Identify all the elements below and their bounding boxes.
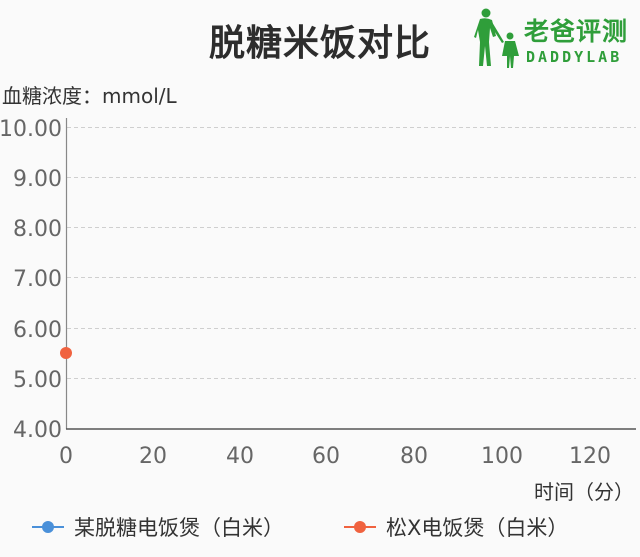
x-tick: 80 (400, 444, 428, 469)
legend: 某脱糖电饭煲（白米） 松X电饭煲（白米） (0, 512, 640, 544)
daddylab-logo: 老爸评测 DADDYLAB (474, 8, 634, 70)
x-tick: 60 (312, 444, 340, 469)
legend-marker-icon (32, 520, 64, 534)
logo-text-en: DADDYLAB (526, 48, 623, 66)
father-daughter-silhouette-icon (474, 8, 519, 68)
y-tick: 4.00 (13, 418, 62, 443)
y-axis-label: 血糖浓度：mmol/L (2, 84, 177, 108)
x-tick: 20 (139, 444, 167, 469)
x-tick: 40 (226, 444, 254, 469)
x-axis-label: 时间（分） (534, 480, 634, 504)
legend-item-series-1[interactable]: 某脱糖电饭煲（白米） (32, 512, 284, 542)
y-tick-labels: 10.00 9.00 8.00 7.00 6.00 5.00 4.00 (0, 117, 62, 443)
gridlines (67, 127, 636, 379)
y-tick: 5.00 (13, 368, 62, 393)
y-tick: 7.00 (13, 267, 62, 292)
x-tick: 0 (59, 444, 73, 469)
x-tick: 100 (481, 444, 523, 469)
x-tick: 120 (569, 444, 611, 469)
legend-marker-icon (344, 520, 376, 534)
y-tick: 9.00 (13, 167, 62, 192)
logo-text-cn: 老爸评测 (524, 17, 629, 46)
legend-label: 松X电饭煲（白米） (386, 516, 569, 540)
y-tick: 8.00 (13, 217, 62, 242)
x-tick-labels: 0 20 40 60 80 100 120 (59, 444, 611, 469)
data-point-series-2[interactable] (60, 347, 72, 359)
legend-label: 某脱糖电饭煲（白米） (74, 516, 284, 540)
legend-item-series-2[interactable]: 松X电饭煲（白米） (344, 512, 568, 542)
y-tick: 6.00 (13, 318, 62, 343)
chart-title: 脱糖米饭对比 (208, 23, 431, 64)
y-tick: 10.00 (0, 117, 62, 142)
